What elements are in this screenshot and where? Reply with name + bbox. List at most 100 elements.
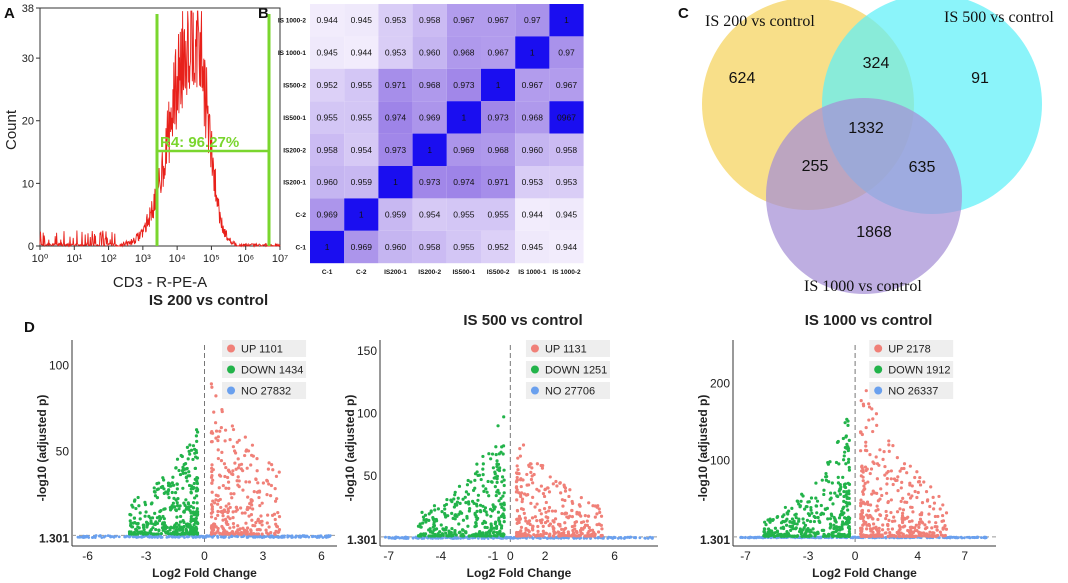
point-up bbox=[542, 494, 547, 499]
volcano-x-tick: 2 bbox=[542, 549, 549, 563]
point-no bbox=[625, 536, 629, 539]
legend-label: NO 26337 bbox=[888, 386, 938, 398]
point-up bbox=[922, 480, 926, 484]
point-up bbox=[236, 457, 240, 461]
point-up bbox=[887, 518, 891, 523]
point-up bbox=[231, 469, 235, 473]
gate-label: R4: 96.27% bbox=[160, 134, 239, 151]
point-down bbox=[502, 478, 506, 482]
x-tick-label: 10⁴ bbox=[169, 253, 186, 265]
point-up bbox=[519, 484, 523, 489]
point-up bbox=[879, 487, 883, 491]
point-up bbox=[939, 533, 943, 537]
point-up bbox=[210, 439, 214, 444]
point-up bbox=[889, 510, 893, 515]
point-no bbox=[509, 536, 513, 540]
point-down bbox=[843, 482, 848, 486]
point-up bbox=[558, 481, 562, 485]
point-up bbox=[520, 497, 525, 501]
point-up bbox=[864, 389, 868, 393]
point-down bbox=[435, 534, 440, 538]
point-down bbox=[420, 510, 424, 514]
point-up bbox=[530, 516, 535, 520]
point-up bbox=[859, 512, 863, 516]
point-up bbox=[231, 445, 235, 449]
point-up bbox=[551, 534, 555, 538]
point-down bbox=[845, 417, 849, 421]
point-up bbox=[860, 465, 864, 469]
point-no bbox=[167, 535, 171, 538]
heatmap-cell bbox=[481, 4, 516, 37]
point-up bbox=[587, 533, 591, 537]
point-down bbox=[773, 526, 778, 530]
point-up bbox=[228, 505, 232, 510]
heatmap-cell bbox=[344, 101, 379, 134]
point-up bbox=[257, 527, 261, 532]
heatmap-value: 0.973 bbox=[385, 145, 407, 155]
point-down bbox=[499, 514, 504, 519]
point-no bbox=[270, 535, 274, 539]
point-down bbox=[766, 530, 770, 534]
point-down bbox=[495, 531, 499, 535]
point-down bbox=[499, 502, 503, 506]
point-up bbox=[553, 509, 558, 513]
point-down bbox=[178, 532, 183, 536]
venn-count: 624 bbox=[729, 70, 756, 87]
point-up bbox=[245, 530, 249, 534]
point-down bbox=[837, 489, 841, 493]
point-down bbox=[775, 529, 779, 533]
histogram-x-label: CD3 - R-PE-A bbox=[113, 274, 207, 291]
point-up bbox=[239, 462, 244, 466]
point-up bbox=[547, 505, 552, 510]
point-down bbox=[819, 512, 823, 517]
point-up bbox=[220, 524, 224, 529]
point-up bbox=[267, 482, 271, 486]
point-down bbox=[795, 534, 799, 538]
point-up bbox=[260, 523, 264, 527]
point-up bbox=[264, 528, 268, 532]
point-up bbox=[927, 512, 931, 516]
point-up bbox=[868, 513, 872, 518]
point-up bbox=[884, 531, 888, 535]
heatmap-value: 1 bbox=[496, 80, 501, 90]
point-up bbox=[865, 527, 869, 531]
point-up bbox=[226, 510, 230, 515]
point-down bbox=[784, 523, 789, 527]
point-down bbox=[432, 534, 436, 538]
point-up bbox=[916, 490, 920, 495]
point-down bbox=[164, 490, 168, 494]
histogram-plot bbox=[39, 10, 281, 248]
legend-label: DOWN 1251 bbox=[545, 365, 607, 377]
point-down bbox=[835, 494, 839, 498]
point-down bbox=[788, 524, 792, 528]
point-down bbox=[499, 450, 503, 454]
point-down bbox=[500, 480, 504, 484]
point-up bbox=[542, 507, 547, 511]
volcano-points bbox=[76, 382, 332, 539]
point-down bbox=[169, 525, 174, 530]
point-up bbox=[864, 468, 868, 473]
point-no bbox=[638, 536, 642, 540]
point-up bbox=[900, 467, 904, 471]
panel-letter-c: C bbox=[678, 5, 689, 22]
volcano-plots: IS 200 vs control -6 -3 0 3 6 1.301 50 100 Log2 F… bbox=[35, 292, 996, 580]
point-up bbox=[884, 517, 888, 521]
point-down bbox=[471, 488, 476, 492]
point-down bbox=[489, 524, 494, 528]
point-up bbox=[599, 514, 604, 518]
point-down bbox=[829, 524, 833, 529]
point-up bbox=[274, 522, 278, 526]
point-no bbox=[739, 536, 742, 539]
point-up bbox=[876, 499, 880, 503]
point-no bbox=[290, 534, 294, 538]
volcano-plot: IS 1000 vs control -7 -3 0 4 7 1.301 100 200 Log2… bbox=[696, 312, 996, 580]
point-up bbox=[254, 477, 258, 481]
volcano-y-label: -log10 (adjusted p) bbox=[343, 395, 357, 502]
point-down bbox=[432, 504, 437, 508]
point-down bbox=[837, 532, 842, 536]
point-no bbox=[980, 536, 983, 540]
point-up bbox=[930, 533, 934, 537]
point-down bbox=[807, 534, 811, 538]
point-down bbox=[814, 504, 818, 508]
point-down bbox=[467, 534, 471, 538]
